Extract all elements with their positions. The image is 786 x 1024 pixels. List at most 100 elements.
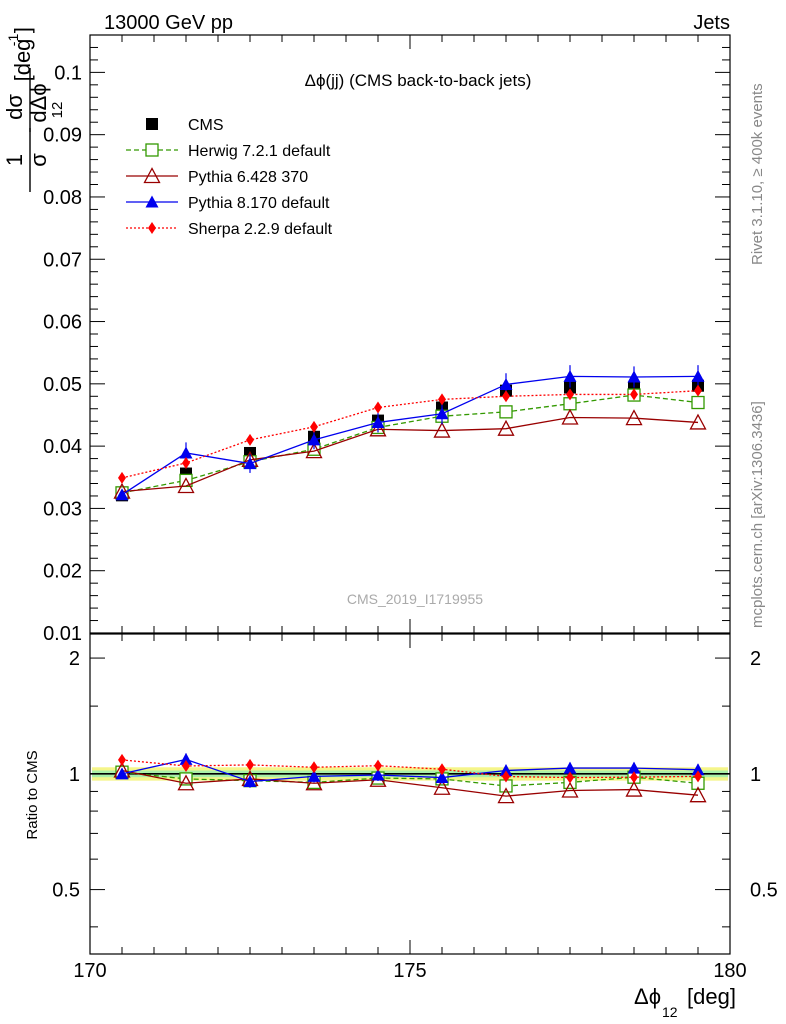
ratio-point xyxy=(115,767,129,780)
ratio-point xyxy=(243,775,257,788)
series-point xyxy=(115,488,129,501)
ratio-point xyxy=(182,759,190,772)
legend-label: Pythia 6.428 370 xyxy=(188,169,308,186)
series-point xyxy=(627,370,641,383)
ratio-line-pythia xyxy=(121,769,699,797)
x-tick-label: 180 xyxy=(713,960,746,982)
svg-text:-1: -1 xyxy=(5,34,21,47)
ratio-point xyxy=(691,763,705,776)
series-point xyxy=(307,433,321,446)
y-tick-label: 0.09 xyxy=(43,125,82,147)
main-series-marks xyxy=(113,365,707,502)
x-axis-label: Δϕ 12 [deg] xyxy=(634,984,736,1020)
svg-text:12: 12 xyxy=(662,1004,678,1020)
x-tick-label: 175 xyxy=(393,960,426,982)
y-tick-label: 0.03 xyxy=(43,498,82,520)
legend-label: CMS xyxy=(188,117,224,134)
main-frame xyxy=(89,34,731,634)
svg-text:1: 1 xyxy=(2,154,27,166)
svg-text:[deg]: [deg] xyxy=(687,984,736,1009)
ratio-point xyxy=(177,774,195,791)
y-tick-label: 0.02 xyxy=(43,561,82,583)
ratio-point xyxy=(433,778,451,795)
series-line-pythia xyxy=(121,375,699,496)
series-point xyxy=(499,377,513,390)
ratio-point xyxy=(374,759,382,772)
analysis-name: CMS_2019_I1719955 xyxy=(347,591,483,607)
legend-marker xyxy=(146,118,158,130)
series-point xyxy=(371,415,385,428)
x-tick-label: 170 xyxy=(73,960,106,982)
series-point xyxy=(563,369,577,382)
series-point xyxy=(179,446,193,459)
ratio-point xyxy=(118,753,126,766)
ratio-point xyxy=(371,768,385,781)
series-line-sherpa xyxy=(121,390,699,479)
series-point xyxy=(561,408,579,425)
series-point xyxy=(438,393,446,406)
y-tick-label: 0.08 xyxy=(43,187,82,209)
ratio-point xyxy=(499,764,513,777)
ratio-point xyxy=(502,770,510,783)
ratio-tick-label-right: 0.5 xyxy=(750,880,778,902)
series-line-pythia xyxy=(121,416,699,493)
series-point xyxy=(374,401,382,414)
series-point xyxy=(305,442,323,459)
svg-text:[deg: [deg xyxy=(10,39,35,82)
mcplots-label: mcplots.cern.ch [arXiv:1306.3436] xyxy=(749,401,766,628)
series-line-herwig xyxy=(121,394,699,494)
ratio-point xyxy=(630,771,638,784)
axis-ticks xyxy=(89,34,731,954)
svg-text:dσ: dσ xyxy=(2,94,27,120)
ratio-tick-label-left: 2 xyxy=(69,648,80,670)
ratio-point xyxy=(627,761,641,774)
chart-title: Δϕ(jj) (CMS back-to-back jets) xyxy=(305,71,532,90)
series-point xyxy=(182,456,190,469)
ratio-point xyxy=(246,758,254,771)
y-tick-label: 0.06 xyxy=(43,312,82,334)
ratio-point xyxy=(438,763,446,776)
ratio-line-pythia xyxy=(121,758,699,783)
series-point xyxy=(118,471,126,484)
legend-label: Sherpa 2.2.9 default xyxy=(188,221,333,238)
series-point xyxy=(433,421,451,438)
axis-tick-labels: 170 175 180 0.01 0.02 0.03 0.04 0.05 0.06 0.07 0.0… xyxy=(43,62,778,982)
series-point xyxy=(177,477,195,494)
series-point xyxy=(691,395,705,410)
y-tick-label: 0.01 xyxy=(43,623,82,645)
process-label: Jets xyxy=(693,12,730,34)
series-point xyxy=(243,457,257,470)
ratio-point xyxy=(694,770,702,783)
y-tick-label: 0.07 xyxy=(43,249,82,271)
y-axis-label: 1 σ dσ dΔϕ 12 [deg -1 ] xyxy=(2,27,66,192)
legend-marker xyxy=(145,195,159,208)
series-point xyxy=(497,419,515,436)
ratio-point xyxy=(305,774,323,791)
ratio-point xyxy=(625,780,643,797)
ratio-line-sherpa xyxy=(121,759,699,779)
series-point xyxy=(435,407,449,420)
series-point xyxy=(310,420,318,433)
energy-label: 13000 GeV pp xyxy=(104,12,233,34)
legend-label: Herwig 7.2.1 default xyxy=(188,143,331,160)
svg-text:Δϕ: Δϕ xyxy=(634,984,661,1009)
ratio-tick-label-left: 0.5 xyxy=(52,880,80,902)
ratio-point xyxy=(435,771,449,784)
legend-marker xyxy=(148,222,156,234)
legend-label: Pythia 8.170 default xyxy=(188,195,330,212)
svg-text:σ: σ xyxy=(26,153,51,167)
ratio-point xyxy=(563,761,577,774)
ratio-point xyxy=(310,761,318,774)
series-point xyxy=(369,420,387,437)
ratio-point xyxy=(497,787,515,804)
ratio-tick-label-right: 2 xyxy=(750,648,761,670)
ratio-series-marks xyxy=(113,752,707,804)
ratio-point xyxy=(179,752,193,765)
rivet-label: Rivet 3.1.10, ≥ 400k events xyxy=(749,83,766,265)
ratio-point xyxy=(561,781,579,798)
series-point xyxy=(630,388,638,401)
series-point xyxy=(566,388,574,401)
ratio-point xyxy=(566,771,574,784)
ratio-y-label: Ratio to CMS xyxy=(24,750,41,839)
